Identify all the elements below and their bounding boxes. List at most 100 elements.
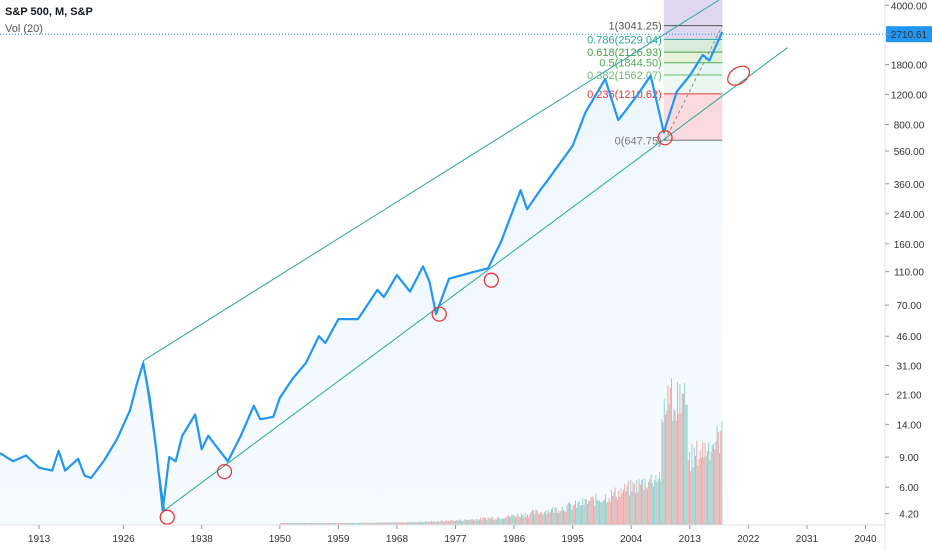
volume-bar bbox=[506, 516, 508, 525]
volume-bar bbox=[408, 522, 410, 525]
volume-bar bbox=[425, 521, 426, 525]
volume-bar bbox=[642, 478, 644, 525]
price-line[interactable] bbox=[0, 31, 724, 512]
volume-bar bbox=[492, 517, 494, 525]
volume-bar bbox=[533, 510, 534, 525]
volume-bar bbox=[306, 523, 308, 525]
volume-bar bbox=[518, 516, 520, 525]
volume-bar bbox=[473, 519, 474, 525]
volume-bar bbox=[703, 457, 705, 525]
volume-bar bbox=[705, 456, 707, 525]
volume-bar bbox=[593, 498, 594, 525]
volume-bar bbox=[482, 517, 484, 525]
volume-bar bbox=[387, 522, 389, 525]
volume-bar bbox=[345, 522, 347, 525]
volume-bar bbox=[500, 518, 502, 525]
volume-bar bbox=[455, 520, 456, 525]
time-axis[interactable]: 1913 1926 1938 1950 1959 1968 1977 1986 1995 2004… bbox=[0, 524, 885, 545]
symbol-title[interactable]: S&P 500, M, S&P bbox=[5, 6, 93, 18]
volume-bar bbox=[627, 480, 629, 525]
y-tick-label: 110.00 bbox=[894, 268, 924, 279]
volume-bar bbox=[672, 421, 674, 525]
volume-bar bbox=[333, 523, 335, 525]
volume-bar bbox=[631, 491, 633, 525]
volume-bar bbox=[403, 522, 405, 525]
volume-bar bbox=[710, 451, 712, 525]
volume-bar bbox=[696, 441, 698, 525]
volume-bar bbox=[534, 514, 536, 525]
volume-bar bbox=[601, 502, 603, 525]
volume-bar bbox=[521, 513, 522, 525]
volume-bar bbox=[554, 507, 556, 525]
volume-bar bbox=[369, 522, 371, 525]
volume-bar bbox=[674, 410, 676, 525]
x-tick-label: 2022 bbox=[737, 534, 760, 545]
volume-bar bbox=[673, 408, 675, 525]
volume-bar bbox=[583, 505, 585, 525]
volume-bar bbox=[619, 496, 621, 525]
volume-bar bbox=[577, 502, 579, 525]
volume-bar bbox=[602, 500, 604, 525]
volume-bar bbox=[585, 499, 587, 525]
volume-bar bbox=[366, 522, 368, 525]
price-axis[interactable]: 4000.00 2710.61 1800.00 1200.00 800.00 560.00… bbox=[884, 0, 928, 550]
volume-bar bbox=[349, 522, 351, 525]
volume-bar bbox=[343, 522, 345, 525]
volume-bar bbox=[458, 520, 460, 525]
volume-bar bbox=[407, 522, 408, 525]
volume-bar bbox=[557, 513, 558, 525]
volume-bar bbox=[655, 475, 657, 525]
volume-bar bbox=[378, 522, 380, 525]
volume-bar bbox=[293, 523, 294, 525]
y-tick-label: 4000.00 bbox=[891, 1, 928, 12]
volume-bar bbox=[513, 515, 515, 525]
volume-bar bbox=[648, 481, 650, 525]
volume-bar bbox=[639, 484, 641, 525]
volume-bar bbox=[314, 523, 316, 525]
volume-bar bbox=[307, 523, 309, 525]
volume-bar bbox=[571, 509, 573, 525]
volume-bar bbox=[567, 502, 569, 525]
volume-bar bbox=[497, 517, 498, 525]
y-tick-label: 360.00 bbox=[894, 180, 925, 191]
volume-bar bbox=[432, 521, 434, 525]
volume-bar bbox=[385, 522, 387, 525]
volume-bar bbox=[339, 523, 341, 525]
volume-bar bbox=[483, 517, 485, 525]
volume-bar bbox=[702, 442, 704, 525]
volume-bar bbox=[399, 522, 401, 525]
volume-bar bbox=[423, 522, 425, 525]
volume-bar bbox=[605, 494, 606, 525]
volume-bar bbox=[559, 512, 561, 525]
volume-bar bbox=[721, 421, 723, 525]
volume-bar bbox=[415, 522, 417, 525]
volume-bar bbox=[553, 512, 555, 525]
volume-bar bbox=[461, 520, 462, 525]
volume-bar bbox=[362, 522, 364, 525]
volume-bar bbox=[367, 522, 369, 525]
volume-bar bbox=[681, 393, 683, 525]
volume-bar bbox=[429, 521, 431, 525]
volume-bar bbox=[477, 520, 479, 525]
volume-bar bbox=[443, 521, 444, 525]
volume-bar bbox=[321, 523, 323, 525]
volume-bar bbox=[324, 523, 326, 525]
volume-bar bbox=[542, 514, 544, 525]
x-tick-label: 1968 bbox=[386, 534, 409, 545]
volume-bar bbox=[522, 515, 524, 525]
volume-bar bbox=[471, 519, 473, 525]
volume-bar bbox=[499, 518, 501, 525]
volume-indicator-title[interactable]: Vol (20) bbox=[5, 23, 43, 35]
volume-bar bbox=[498, 517, 500, 525]
volume-bar bbox=[569, 502, 570, 525]
volume-bar bbox=[380, 522, 382, 525]
volume-bar bbox=[459, 519, 461, 525]
volume-bar bbox=[620, 488, 622, 525]
volume-bar bbox=[447, 520, 449, 525]
fib-band-1 bbox=[663, 39, 723, 53]
volume-bar bbox=[551, 508, 552, 525]
volume-bar bbox=[417, 522, 419, 525]
volume-bar bbox=[505, 517, 507, 525]
y-tick-label: 70.00 bbox=[896, 301, 921, 312]
